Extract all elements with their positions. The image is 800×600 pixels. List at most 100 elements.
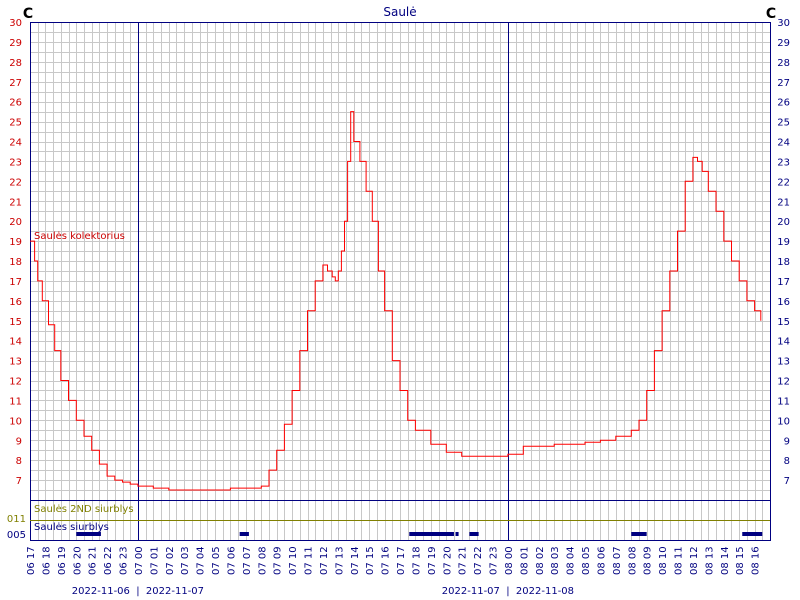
y-tick-label-left: 30 <box>9 18 22 29</box>
y-tick-label-right: 27 <box>777 78 790 89</box>
y-tick-label-right: 21 <box>777 197 790 208</box>
x-tick-label: 08 15 <box>735 546 746 575</box>
x-tick-label: 06 22 <box>103 546 114 575</box>
pump-on-segment <box>455 532 459 536</box>
y-unit-left: C <box>23 6 33 22</box>
x-tick-label: 07 19 <box>427 546 438 575</box>
y-tick-label-left: 7 <box>16 476 22 487</box>
date-label-right: 2022-11-07 <box>146 586 204 597</box>
y-tick-label-left: 13 <box>9 357 22 368</box>
x-tick-label: 07 20 <box>442 546 453 575</box>
day-boundary-lines <box>138 22 509 540</box>
y-tick-label-right: 18 <box>777 257 790 268</box>
y-axis-left: 7 8 9 10 11 12 13 14 15 16 17 18 19 20 21 22 23 24 25 26 27 2… <box>9 18 22 487</box>
date-label-right: 2022-11-08 <box>516 586 574 597</box>
y-tick-label-right: 15 <box>777 317 790 328</box>
x-tick-label: 08 10 <box>658 546 669 575</box>
y-tick-label-left: 20 <box>9 217 22 228</box>
y-tick-label-left: 22 <box>9 177 22 188</box>
plot-border <box>30 22 771 541</box>
x-tick-label: 08 07 <box>612 546 623 575</box>
y-tick-label-right: 19 <box>777 237 790 248</box>
x-tick-label: 08 05 <box>581 546 592 575</box>
y-tick-label-right: 25 <box>777 118 790 129</box>
x-tick-label: 08 00 <box>504 546 515 575</box>
y-axis-right: 7 8 9 10 11 12 13 14 15 16 17 18 19 20 21 22 23 24 25 26 27 2… <box>777 18 790 487</box>
y-tick-label-right: 28 <box>777 58 790 69</box>
y-tick-label-left: 27 <box>9 78 22 89</box>
y-tick-label-left: 29 <box>9 38 22 49</box>
date-label-left: 2022-11-06 <box>72 586 130 597</box>
x-tick-label: 07 03 <box>180 546 191 575</box>
x-tick-label: 08 06 <box>596 546 607 575</box>
x-tick-label: 07 05 <box>211 546 222 575</box>
y-tick-label-right: 22 <box>777 177 790 188</box>
y-tick-label-left: 8 <box>16 456 22 467</box>
pump-on-segment <box>631 532 647 536</box>
y-tick-label-left: 10 <box>9 416 22 427</box>
x-tick-label: 08 02 <box>535 546 546 575</box>
y-tick-label-right: 30 <box>777 18 790 29</box>
y-tick-label-left: 26 <box>9 98 22 109</box>
x-tick-label: 07 04 <box>196 546 207 575</box>
y-tick-label-right: 26 <box>777 98 790 109</box>
series-label-2nd-pump: Saulės 2ND siurblys <box>34 504 134 515</box>
x-tick-label: 08 08 <box>627 546 638 575</box>
x-tick-label: 06 20 <box>72 546 83 575</box>
x-tick-label: 07 01 <box>149 546 160 575</box>
x-tick-label: 07 06 <box>226 546 237 575</box>
x-tick-label: 08 14 <box>720 546 731 575</box>
pump-axis-label: 005 <box>7 530 26 541</box>
y-tick-label-left: 16 <box>9 297 22 308</box>
x-tick-label: 08 01 <box>519 546 530 575</box>
x-tick-label: 06 17 <box>26 546 37 575</box>
y-tick-label-left: 18 <box>9 257 22 268</box>
x-tick-label: 07 07 <box>242 546 253 575</box>
y-tick-label-right: 23 <box>777 157 790 168</box>
y-tick-label-right: 16 <box>777 297 790 308</box>
y-unit-right: C <box>766 6 776 22</box>
x-tick-label: 07 22 <box>473 546 484 575</box>
plot-frame <box>30 22 771 541</box>
x-tick-label: 07 15 <box>365 546 376 575</box>
x-tick-label: 08 16 <box>751 546 762 575</box>
x-tick-label: 08 13 <box>704 546 715 575</box>
y-tick-label-right: 20 <box>777 217 790 228</box>
pump-on-segment <box>469 532 479 536</box>
y-tick-label-left: 28 <box>9 58 22 69</box>
x-tick-label: 08 03 <box>550 546 561 575</box>
x-axis: 06 17 06 18 06 19 06 20 06 21 06 22 06 23 07 00… <box>26 546 762 575</box>
x-tick-label: 07 02 <box>165 546 176 575</box>
pump-on-segment <box>742 532 763 536</box>
y-tick-label-left: 12 <box>9 377 22 388</box>
series-collector-temperature <box>30 111 762 491</box>
y-tick-label-left: 24 <box>9 138 22 149</box>
x-tick-label: 08 04 <box>566 546 577 575</box>
x-tick-label: 07 10 <box>288 546 299 575</box>
y-tick-label-right: 7 <box>784 476 790 487</box>
chart-title: Saulė <box>383 5 416 19</box>
x-tick-label: 07 17 <box>396 546 407 575</box>
x-tick-label: 07 18 <box>411 546 422 575</box>
y-tick-label-left: 11 <box>9 396 22 407</box>
pump-on-segment <box>409 532 454 536</box>
y-tick-label-left: 9 <box>16 436 22 447</box>
date-label-separator: | <box>136 586 139 597</box>
series-label-pump: Saulės siurblys <box>34 522 109 533</box>
y-tick-label-right: 11 <box>777 396 790 407</box>
y-tick-label-right: 10 <box>777 416 790 427</box>
y-tick-label-left: 14 <box>9 337 22 348</box>
pump-on-segment <box>76 532 101 536</box>
pump2-axis-label: 011 <box>7 514 26 525</box>
x-tick-label: 07 16 <box>381 546 392 575</box>
x-tick-label: 07 00 <box>134 546 145 575</box>
x-tick-label: 06 21 <box>88 546 99 575</box>
y-tick-label-right: 9 <box>784 436 790 447</box>
x-tick-label: 06 18 <box>41 546 52 575</box>
series-label-collector: Saulės kolektorius <box>34 231 125 242</box>
y-tick-label-right: 12 <box>777 377 790 388</box>
y-tick-label-left: 21 <box>9 197 22 208</box>
date-labels: 2022-11-06 | 2022-11-07 2022-11-07 | 2022-11-… <box>72 586 574 597</box>
x-tick-label: 08 09 <box>643 546 654 575</box>
